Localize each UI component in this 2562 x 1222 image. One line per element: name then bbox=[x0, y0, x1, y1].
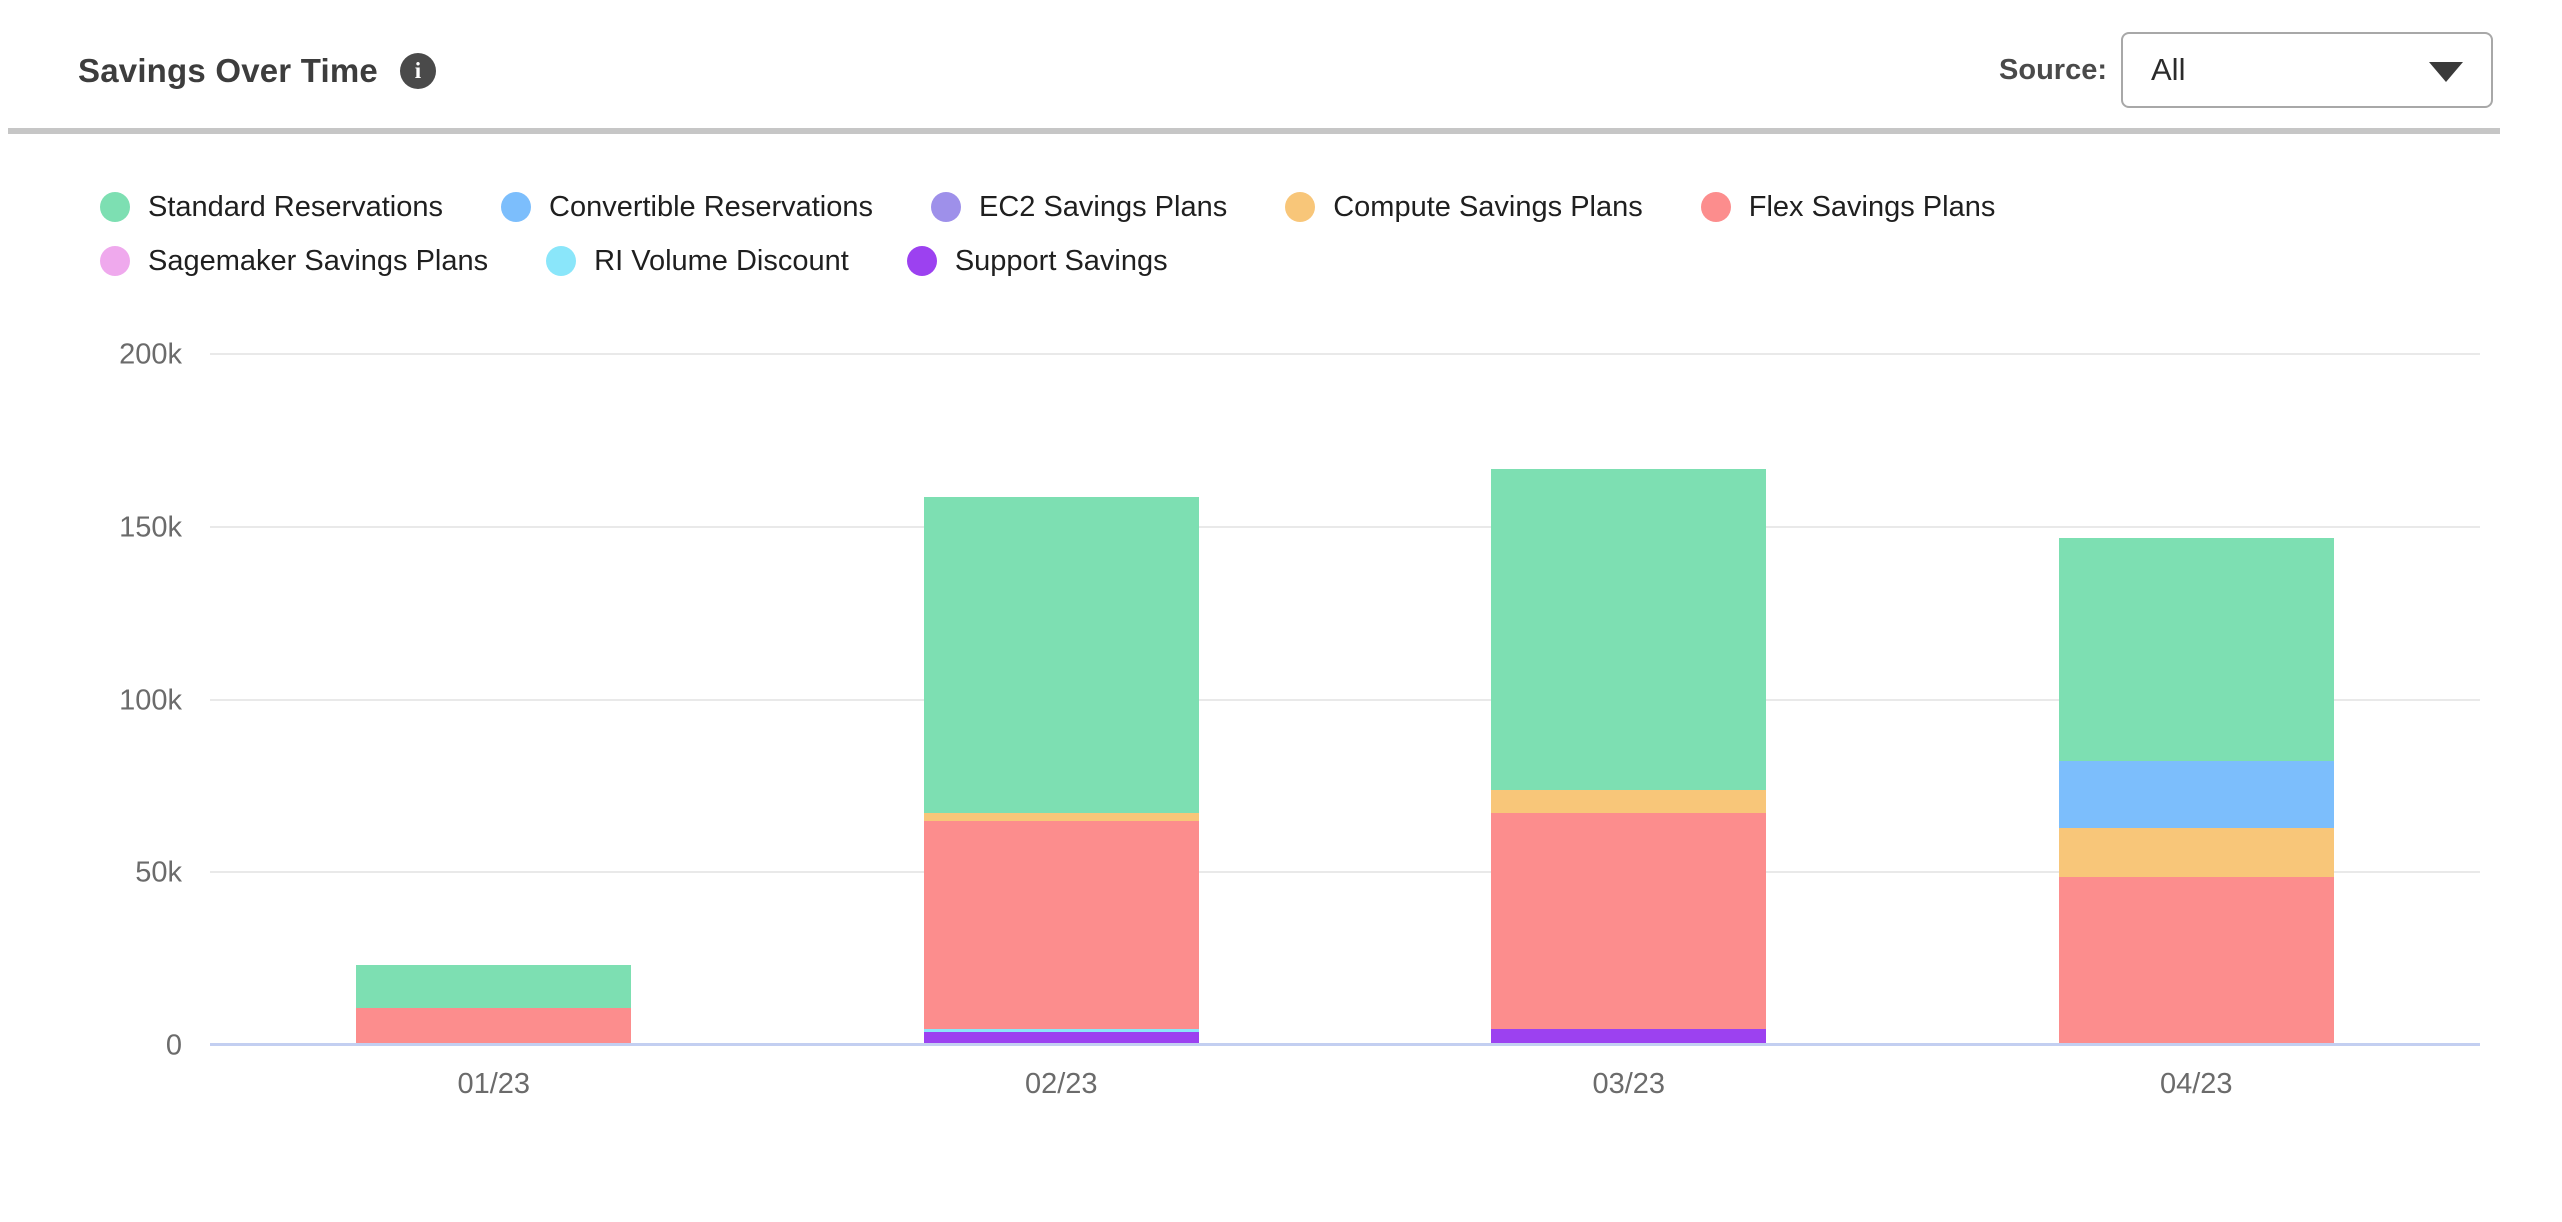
legend-item-convertible-reservations[interactable]: Convertible Reservations bbox=[501, 183, 873, 231]
y-tick-label-50k: 50k bbox=[135, 856, 182, 889]
bar-slot-03-23: 03/23 bbox=[1345, 355, 1913, 1100]
source-label: Source: bbox=[1999, 53, 2107, 86]
chevron-down-icon bbox=[2429, 62, 2463, 82]
bar-slot-01-23: 01/23 bbox=[210, 355, 778, 1100]
legend-item-compute-savings-plans[interactable]: Compute Savings Plans bbox=[1285, 183, 1643, 231]
bar-segment-ri-volume-discount[interactable] bbox=[923, 1028, 1199, 1033]
x-tick-label-01-23: 01/23 bbox=[457, 1068, 531, 1100]
legend-dot-sagemaker-savings-plans bbox=[100, 246, 130, 276]
bar-segment-flex-savings-plans[interactable] bbox=[923, 821, 1199, 1029]
gridline-150k bbox=[210, 525, 2480, 528]
source-dropdown[interactable]: All bbox=[2121, 32, 2493, 108]
gridline-100k bbox=[210, 698, 2480, 701]
bar-segment-flex-savings-plans[interactable] bbox=[356, 1008, 632, 1043]
bar-segment-flex-savings-plans[interactable] bbox=[2058, 876, 2334, 1046]
legend-label: Sagemaker Savings Plans bbox=[148, 244, 489, 277]
stacked-bar-01-23 bbox=[356, 355, 632, 1046]
y-tick-label-200k: 200k bbox=[119, 338, 182, 371]
gridline-50k bbox=[210, 871, 2480, 874]
bar-segment-flex-savings-plans[interactable] bbox=[1491, 812, 1767, 1029]
page-title: Savings Over Time bbox=[78, 52, 378, 89]
stacked-bar-02-23 bbox=[923, 355, 1199, 1046]
legend-dot-ri-volume-discount bbox=[546, 246, 577, 276]
y-tick-label-100k: 100k bbox=[119, 684, 182, 716]
legend-label: Compute Savings Plans bbox=[1333, 190, 1643, 223]
bar-segment-standard-reservations[interactable] bbox=[923, 496, 1199, 813]
legend-label: Standard Reservations bbox=[148, 190, 443, 223]
bar-segment-support-savings[interactable] bbox=[1491, 1028, 1767, 1046]
bar-slot-04-23: 04/23 bbox=[1913, 355, 2481, 1100]
source-selected-value: All bbox=[2151, 52, 2186, 87]
bar-slot-02-23: 02/23 bbox=[778, 355, 1346, 1100]
bar-segment-compute-savings-plans[interactable] bbox=[2058, 828, 2334, 877]
legend-label: Convertible Reservations bbox=[549, 190, 873, 223]
stacked-bar-04-23 bbox=[2058, 355, 2334, 1046]
x-tick-label-02-23: 02/23 bbox=[1024, 1068, 1098, 1100]
y-tick-label-0: 0 bbox=[165, 1029, 182, 1062]
x-tick-label-04-23: 04/23 bbox=[2159, 1068, 2233, 1100]
legend-label: EC2 Savings Plans bbox=[978, 190, 1228, 223]
y-tick-label-150k: 150k bbox=[119, 511, 182, 544]
chart-header: Savings Over Time i Source: All bbox=[0, 0, 2562, 128]
legend-dot-support-savings bbox=[906, 246, 937, 276]
legend-item-ri-volume-discount[interactable]: RI Volume Discount bbox=[546, 237, 849, 285]
gridline-200k bbox=[210, 353, 2480, 355]
bar-segment-standard-reservations[interactable] bbox=[2058, 538, 2334, 761]
bar-segment-compute-savings-plans[interactable] bbox=[1491, 790, 1767, 813]
x-axis-baseline bbox=[210, 1043, 2480, 1046]
bar-segment-convertible-reservations[interactable] bbox=[2058, 761, 2334, 829]
title-wrap: Savings Over Time i bbox=[78, 52, 436, 90]
legend-dot-standard-reservations bbox=[100, 192, 130, 222]
header-divider bbox=[8, 128, 2500, 134]
info-icon[interactable]: i bbox=[399, 53, 436, 89]
bar-segment-compute-savings-plans[interactable] bbox=[923, 812, 1199, 822]
legend-item-sagemaker-savings-plans[interactable]: Sagemaker Savings Plans bbox=[100, 237, 488, 285]
legend-label: Support Savings bbox=[954, 244, 1168, 277]
legend-dot-ec2-savings-plans bbox=[930, 192, 961, 222]
source-filter: Source: All bbox=[1999, 32, 2493, 108]
y-axis: 0 50k 100k 150k 200k bbox=[0, 339, 182, 1062]
x-tick-label-03-23: 03/23 bbox=[1592, 1068, 1666, 1100]
bar-segment-standard-reservations[interactable] bbox=[1491, 469, 1767, 791]
legend-item-standard-reservations[interactable]: Standard Reservations bbox=[100, 183, 443, 231]
bar-segment-support-savings[interactable] bbox=[923, 1032, 1199, 1046]
legend-dot-convertible-reservations bbox=[501, 192, 531, 222]
legend-dot-compute-savings-plans bbox=[1285, 192, 1316, 222]
chart-legend: Standard Reservations Convertible Reserva… bbox=[100, 183, 2260, 285]
legend-dot-flex-savings-plans bbox=[1700, 192, 1731, 222]
legend-item-support-savings[interactable]: Support Savings bbox=[906, 237, 1168, 285]
legend-item-ec2-savings-plans[interactable]: EC2 Savings Plans bbox=[930, 183, 1228, 231]
legend-label: RI Volume Discount bbox=[594, 244, 849, 277]
plot-area: 01/23 02/23 03/23 04/23 bbox=[210, 353, 2481, 1100]
bar-segment-standard-reservations[interactable] bbox=[356, 964, 632, 1008]
legend-item-flex-savings-plans[interactable]: Flex Savings Plans bbox=[1700, 183, 1996, 231]
legend-label: Flex Savings Plans bbox=[1748, 190, 1996, 223]
stacked-bar-03-23 bbox=[1491, 355, 1767, 1046]
